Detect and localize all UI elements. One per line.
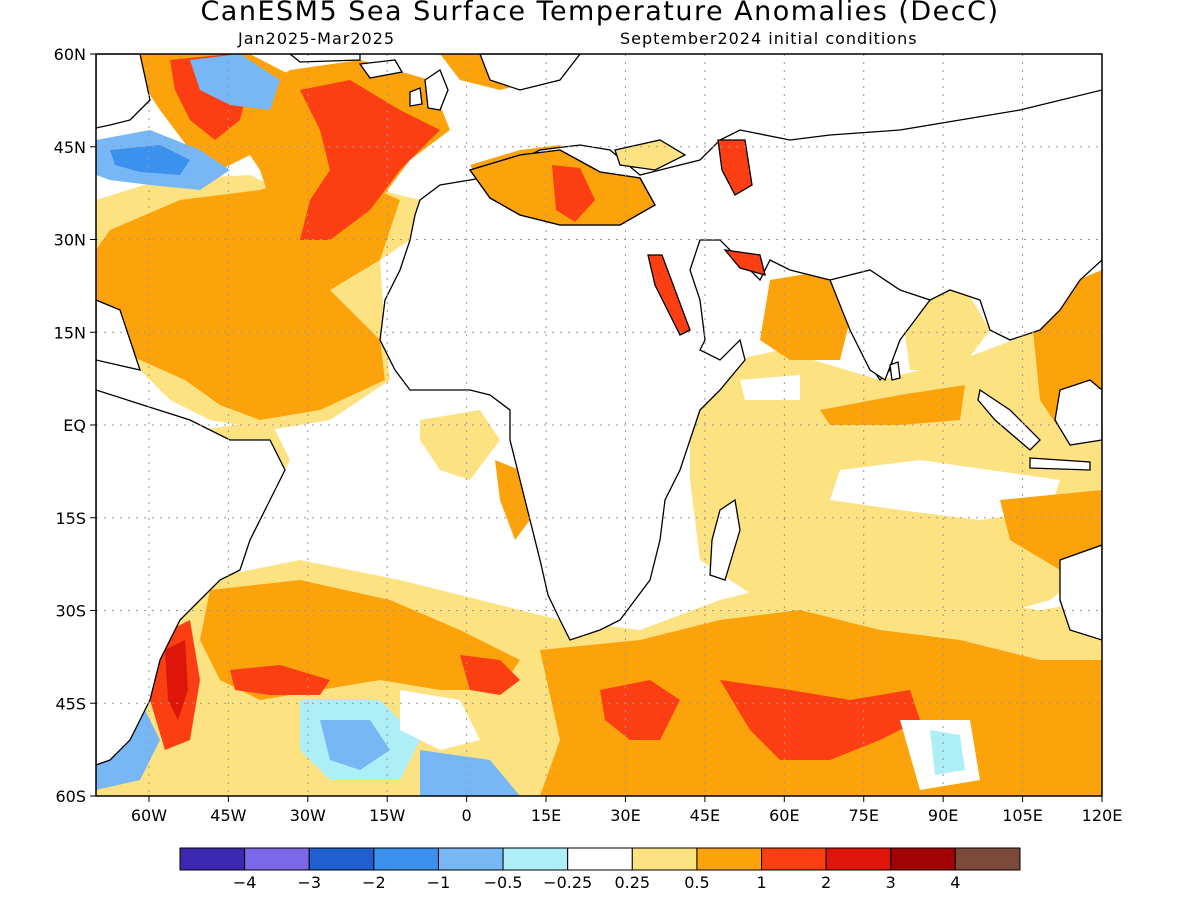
initial-conditions: September2024 initial conditions	[620, 29, 918, 48]
colorbar-swatch	[502, 847, 569, 871]
map-title: CanESM5 Sea Surface Temperature Anomalie…	[200, 0, 1000, 27]
colorbar-label: 0.25	[614, 873, 650, 892]
water-red-sea	[647, 254, 691, 336]
longitude-labels: 60W 45W 30W 15W 0 15E 30E 45E 60E 75E 90E 105E 120E	[131, 796, 1122, 825]
colorbar-swatch	[890, 847, 956, 871]
colorbar: −4 −3 −2 −1 −0.5 −0.25 0.25 0.5 1 2 3 4	[179, 847, 1021, 892]
longitude-label: 120E	[1082, 806, 1123, 825]
anomaly-gulfstream-hot	[300, 80, 440, 240]
colorbar-swatch	[631, 847, 698, 871]
anomaly-falkland-hot-core	[165, 640, 188, 720]
anomaly-equatorial-io-warm	[820, 385, 965, 425]
colorbar-swatch	[696, 847, 763, 871]
longitude-label: 90E	[928, 806, 958, 825]
colorbar-label: −3	[297, 873, 321, 892]
longitude-label: 60W	[131, 806, 167, 825]
landmass-ireland	[409, 87, 423, 107]
landmass-iceland	[358, 59, 404, 79]
longitude-label: 0	[462, 806, 472, 825]
latitude-label: 30S	[55, 602, 86, 621]
colorbar-label: −1	[427, 873, 451, 892]
anomaly-south-cool-2	[420, 750, 520, 796]
landmass-borneo	[1054, 379, 1102, 446]
anomaly-arabian-sea-warm	[760, 270, 850, 360]
anomaly-south-white-1	[400, 690, 480, 750]
water-black-sea	[614, 139, 687, 171]
colorbar-label: 1	[756, 873, 766, 892]
anomaly-greenland-sea-cold	[190, 54, 280, 110]
colorbar-label: 0.5	[684, 873, 709, 892]
colorbar-swatch	[373, 847, 439, 871]
anomaly-gulf-guinea-light	[420, 410, 500, 480]
anomaly-newfoundland-cold-core	[110, 145, 190, 175]
colorbar-label: 2	[821, 873, 831, 892]
anomaly-indian-white-patch	[740, 375, 800, 400]
water-persian-gulf	[723, 249, 766, 276]
longitude-label: 30W	[290, 806, 326, 825]
colorbar-swatch	[825, 847, 892, 871]
latitude-label: EQ	[63, 416, 86, 435]
colorbar-label: −4	[233, 873, 257, 892]
colorbar-swatch	[954, 847, 1021, 871]
landmass-sumatra	[977, 388, 1041, 451]
anomaly-southern-ocean-hot	[720, 680, 920, 760]
latitude-label: 30N	[54, 231, 86, 250]
colorbar-label: −0.5	[484, 873, 523, 892]
colorbar-swatch	[179, 847, 246, 871]
valid-period: Jan2025-Mar2025	[238, 29, 396, 48]
latitude-label: 60N	[54, 45, 86, 64]
landmass-sri-lanka	[889, 361, 901, 381]
landmass-greenland	[288, 54, 361, 63]
latitude-label: 45S	[55, 694, 86, 713]
anomaly-southern-ocean-hot-2	[600, 680, 680, 740]
longitude-label: 105E	[1002, 806, 1043, 825]
colorbar-label: −2	[362, 873, 386, 892]
landmass-australia	[1059, 544, 1102, 641]
coastlines	[96, 54, 1102, 766]
colorbar-label: 3	[886, 873, 896, 892]
longitude-label: 30E	[610, 806, 640, 825]
landmass-india	[829, 269, 932, 381]
longitude-label: 60E	[769, 806, 799, 825]
landmass-north-america	[96, 54, 151, 129]
water-mediterranean-core	[552, 165, 595, 222]
latitude-labels: 60N 45N 30N 15N EQ 15S 30S 45S 60S	[54, 45, 96, 806]
water-caspian	[717, 139, 753, 196]
latitude-label: 60S	[55, 787, 86, 806]
longitude-label: 15W	[369, 806, 405, 825]
latitude-label: 45N	[54, 138, 86, 157]
anomaly-south-cool-3	[930, 730, 965, 775]
landmass-central-america	[96, 299, 141, 371]
colorbar-swatch	[308, 847, 375, 871]
landmass-madagascar	[709, 498, 741, 581]
latitude-label: 15S	[55, 509, 86, 528]
colorbar-swatch	[761, 847, 827, 871]
longitude-label: 15E	[531, 806, 561, 825]
landmass-afro-eurasia	[379, 89, 1102, 641]
landmass-scandinavia	[479, 54, 581, 91]
landmass-java	[1029, 457, 1091, 471]
colorbar-swatch	[567, 847, 633, 871]
colorbar-swatch	[437, 847, 504, 871]
landmass-britain	[424, 69, 449, 111]
anomaly-sw-atlantic-hot	[230, 665, 330, 695]
colorbar-label: −0.25	[543, 873, 592, 892]
latitude-label: 15N	[54, 323, 86, 342]
anomaly-australia-nw-warm	[1000, 490, 1102, 570]
longitude-label: 45W	[210, 806, 246, 825]
anomaly-agulhas-hot	[460, 655, 520, 695]
longitude-label: 45E	[690, 806, 720, 825]
longitude-label: 75E	[849, 806, 879, 825]
colorbar-swatch	[244, 847, 310, 871]
landmass-south-america	[96, 389, 286, 766]
anomaly-south-cool	[320, 720, 390, 770]
colorbar-label: 4	[950, 873, 960, 892]
